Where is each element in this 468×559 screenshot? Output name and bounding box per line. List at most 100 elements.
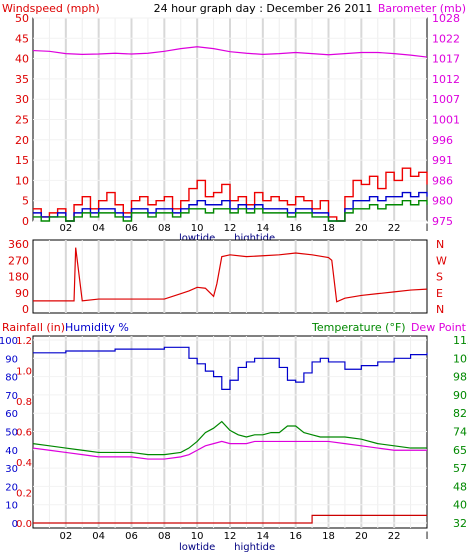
wind-left-ticks: 0 5 10 15 20 25 30 35 40 45 50: [15, 12, 29, 228]
temperature-line: [32, 420, 427, 456]
hour-tick-label: 04: [92, 223, 105, 234]
hightide-label: hightide: [234, 542, 275, 553]
barometer-tick-label: 991: [432, 154, 453, 167]
barometer-tick-label: 1028: [432, 12, 460, 25]
wind-right-ticks: 975 980 986 991 996 1001 1007 1012 1017 1022 1028: [432, 12, 460, 228]
barometer-tick-label: 986: [432, 174, 453, 187]
barometer-tick-label: 1001: [432, 114, 460, 127]
direction-tick-label: 0: [22, 303, 29, 316]
windspeed-tick-label: 25: [15, 114, 29, 127]
humidity-tick-label: 90: [5, 354, 18, 365]
windspeed-tick-label: 50: [15, 12, 29, 25]
direction-lines: [33, 247, 428, 303]
lowtide-label: lowtide: [179, 542, 215, 553]
barometer-tick-label: 996: [432, 134, 453, 147]
wind-tide-labels: lowtide hightide: [179, 233, 275, 244]
humidity-ticks: 0 10 20 30 40 50 60 70 80 90 100: [0, 336, 18, 530]
windspeed-tick-label: 5: [22, 195, 29, 208]
temperature-grid: [33, 336, 427, 528]
compass-tick-label: S: [436, 271, 443, 284]
wind-lines: [32, 46, 428, 222]
hour-tick-label: 08: [158, 223, 171, 234]
temperature-tick-label: 40: [453, 499, 467, 512]
temperature-tide-labels: lowtide hightide: [179, 542, 275, 553]
humidity-tick-label: 10: [5, 501, 18, 512]
windspeed-tick-label: 15: [15, 154, 29, 167]
humidity-tick-label: 50: [5, 428, 18, 439]
rainfall-line: [33, 514, 427, 524]
humidity-axis-label: Humidity %: [65, 321, 129, 334]
compass-tick-label: W: [436, 254, 447, 267]
humidity-tick-label: 30: [5, 464, 18, 475]
humidity-tick-label: 20: [5, 482, 18, 493]
hour-tick-label: 16: [289, 223, 302, 234]
compass-tick-label: E: [436, 287, 443, 300]
hour-tick-label: 16: [289, 531, 302, 542]
temperature-tick-label: 82: [453, 407, 467, 420]
hour-tick-label: l: [426, 531, 429, 542]
hour-tick-label: 02: [59, 223, 72, 234]
rainfall-tick-label: 1.0: [16, 367, 32, 378]
humidity-tick-label: 60: [5, 409, 18, 420]
wind-low-line: [33, 200, 428, 222]
hour-tick-label: 14: [256, 531, 269, 542]
wind-direction-line: [33, 247, 428, 303]
compass-tick-label: N: [436, 238, 444, 251]
compass-tick-label: N: [436, 303, 444, 316]
lowtide-label: lowtide: [179, 233, 215, 244]
temperature-tick-label: 57: [453, 462, 467, 475]
hightide-label: hightide: [234, 233, 275, 244]
hour-tick-label: 18: [322, 223, 335, 234]
hour-tick-label: 20: [355, 223, 368, 234]
humidity-tick-label: 100: [0, 336, 18, 347]
wind-right-axis-label: Barometer (mb): [378, 2, 466, 15]
hour-tick-label: 02: [59, 531, 72, 542]
barometer-tick-label: 1017: [432, 53, 460, 66]
barometer-line: [32, 46, 428, 58]
temperature-tick-label: 98: [453, 371, 467, 384]
temperature-tick-label: 115: [453, 334, 468, 347]
humidity-tick-label: 80: [5, 373, 18, 384]
barometer-tick-label: 975: [432, 215, 453, 228]
rainfall-tick-label: 0.6: [16, 428, 32, 439]
windspeed-tick-label: 45: [15, 32, 29, 45]
hour-tick-label: 22: [388, 223, 401, 234]
temperature-panel: Rainfall (in) Humidity % Temperature (°F…: [0, 321, 468, 553]
barometer-tick-label: 980: [432, 195, 453, 208]
temperature-tick-label: 107: [453, 352, 468, 365]
direction-tick-label: 90: [15, 287, 29, 300]
temperature-tick-label: 32: [453, 517, 467, 530]
rainfall-tick-label: 0.0: [16, 519, 32, 530]
hour-tick-label: 10: [191, 223, 204, 234]
hour-tick-label: 06: [125, 531, 138, 542]
rainfall-tick-label: 0.8: [16, 397, 32, 408]
wind-left-axis-label: Windspeed (mph): [2, 2, 100, 15]
windspeed-tick-label: 10: [15, 174, 29, 187]
hour-tick-label: 12: [224, 531, 237, 542]
dewpoint-axis-label: Dew Point: [411, 321, 467, 334]
temperature-axis-label: Temperature (°F): [311, 321, 406, 334]
direction-tick-label: 360: [8, 238, 29, 251]
hour-tick-label: l: [426, 223, 429, 234]
direction-grid: [48, 240, 412, 313]
direction-tick-label: 270: [8, 254, 29, 267]
temperature-tick-label: 74: [453, 426, 467, 439]
rainfall-ticks: 0.0 0.2 0.4 0.6 0.8 1.0 1.2: [16, 336, 32, 530]
barometer-tick-label: 1007: [432, 93, 460, 106]
humidity-tick-label: 0: [12, 519, 18, 530]
rainfall-tick-label: 0.2: [16, 489, 32, 500]
temperature-ticks: 32 40 48 57 65 74 82 90 98 107 115: [453, 334, 468, 530]
hour-tick-label: 12: [224, 223, 237, 234]
humidity-line: [33, 346, 428, 391]
rainfall-tick-label: 1.2: [16, 336, 32, 347]
rainfall-tick-label: 0.4: [16, 458, 32, 469]
windspeed-tick-label: 30: [15, 93, 29, 106]
windspeed-tick-label: 35: [15, 73, 29, 86]
temperature-tick-label: 48: [453, 480, 467, 493]
hour-tick-label: 14: [256, 223, 269, 234]
windspeed-tick-label: 0: [22, 215, 29, 228]
barometer-tick-label: 1022: [432, 32, 460, 45]
temperature-x-ticks: 02 04 06 08 10 12 14 16 18 20 22 l: [59, 531, 428, 542]
